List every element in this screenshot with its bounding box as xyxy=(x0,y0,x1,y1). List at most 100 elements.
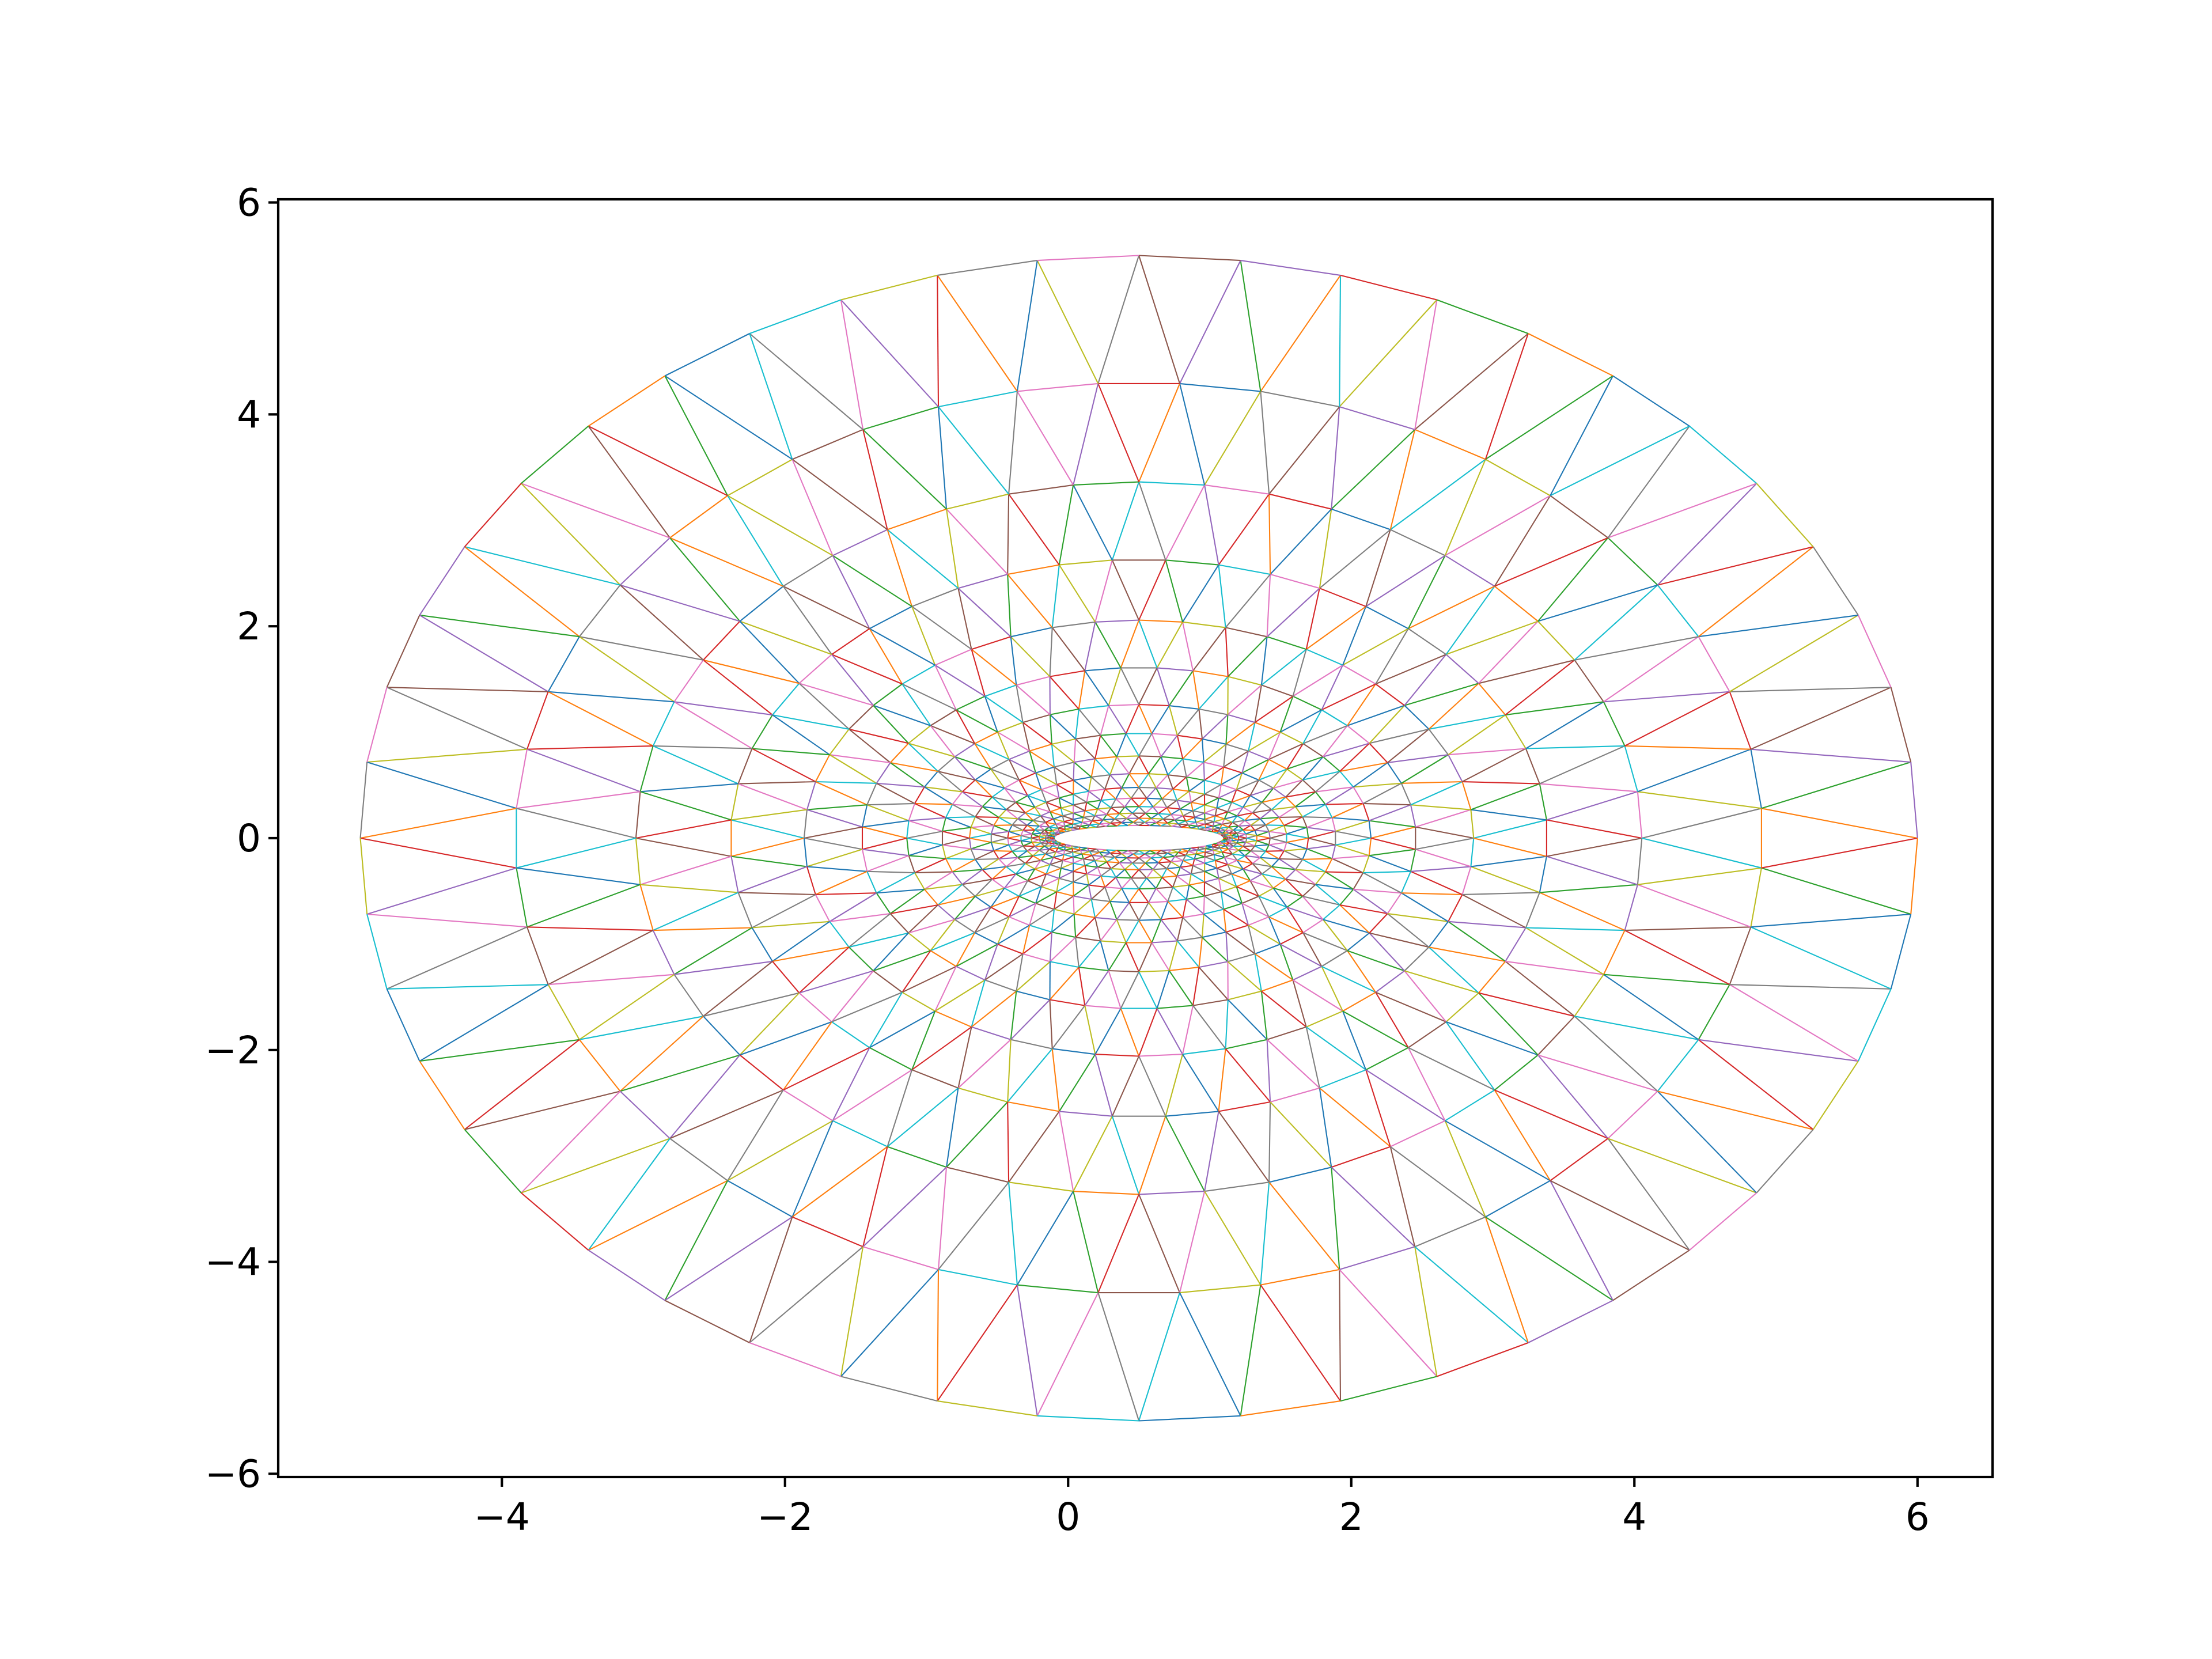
mesh-edge xyxy=(832,1120,888,1147)
mesh-edge xyxy=(1624,745,1638,792)
mesh-edge xyxy=(1054,762,1074,768)
mesh-edge xyxy=(1236,772,1243,790)
mesh-edge xyxy=(1414,300,1438,430)
mesh-edge xyxy=(876,888,925,894)
mesh-edge xyxy=(1265,817,1279,826)
mesh-edge xyxy=(832,1047,870,1122)
mesh-edge xyxy=(1138,877,1147,889)
mesh-edge xyxy=(1092,851,1100,856)
mesh-edge xyxy=(1199,961,1228,968)
mesh-edge xyxy=(1035,772,1057,785)
mesh-edge xyxy=(1339,1269,1342,1402)
mesh-edge xyxy=(1056,779,1074,785)
mesh-edge xyxy=(1410,849,1416,872)
mesh-edge xyxy=(749,299,842,334)
mesh-edge xyxy=(579,636,704,661)
mesh-edge xyxy=(1252,812,1261,820)
mesh-edge xyxy=(914,871,953,874)
mesh-edge xyxy=(1116,733,1127,757)
mesh-edge xyxy=(1254,953,1262,991)
mesh-edge xyxy=(1228,806,1244,813)
mesh-edge xyxy=(1104,789,1116,800)
mesh-edge xyxy=(1174,819,1179,824)
mesh-edge xyxy=(1205,849,1214,853)
mesh-edge xyxy=(1138,1116,1166,1195)
mesh-edge xyxy=(942,831,970,839)
mesh-edge xyxy=(1151,733,1162,757)
mesh-edge xyxy=(1150,853,1157,859)
mesh-edge xyxy=(1225,999,1229,1049)
mesh-edge xyxy=(1198,709,1203,739)
mesh-edge xyxy=(1121,773,1130,789)
mesh-edge xyxy=(1910,762,1918,839)
mesh-edge xyxy=(1096,849,1107,851)
mesh-edge xyxy=(1111,1116,1140,1195)
mesh-edge xyxy=(1022,830,1032,835)
mesh-edge xyxy=(1243,869,1251,881)
mesh-edge xyxy=(1224,815,1237,820)
mesh-edge xyxy=(984,944,998,980)
mesh-edge xyxy=(1321,665,1343,710)
mesh-edge xyxy=(1306,827,1336,832)
mesh-edge xyxy=(1027,873,1047,881)
mesh-edge xyxy=(516,749,528,809)
mesh-edge xyxy=(1698,546,1814,638)
mesh-edge xyxy=(1007,1101,1059,1112)
mesh-edge xyxy=(1073,899,1092,915)
mesh-edge xyxy=(1485,459,1551,497)
mesh-edge xyxy=(1462,781,1540,785)
mesh-edge xyxy=(1078,967,1109,972)
x-axis: −4 −2 0 2 4 6 xyxy=(474,1477,1930,1539)
mesh-edge xyxy=(1195,821,1206,825)
y-tick-label: −4 xyxy=(205,1240,261,1285)
mesh-edge xyxy=(990,895,1020,908)
mesh-edge xyxy=(1156,1008,1183,1055)
mesh-edge xyxy=(1243,846,1251,852)
mesh-edge xyxy=(1008,1111,1060,1183)
mesh-edge xyxy=(799,683,874,706)
mesh-edge xyxy=(1179,1284,1261,1294)
mesh-edge xyxy=(1016,990,1050,1001)
mesh-edge xyxy=(1331,508,1391,531)
mesh-edge xyxy=(1213,849,1222,853)
mesh-edge xyxy=(1223,909,1227,933)
mesh-edge xyxy=(869,605,912,630)
mesh-edge xyxy=(1273,887,1303,897)
mesh-edge xyxy=(924,771,938,787)
mesh-edge xyxy=(1231,801,1244,808)
mesh-edge xyxy=(1249,873,1263,881)
mesh-edge xyxy=(1204,877,1219,883)
mesh-edge xyxy=(669,1054,741,1139)
mesh-edge xyxy=(669,495,728,539)
mesh-edge xyxy=(991,833,1008,839)
mesh-edge xyxy=(1204,807,1217,814)
mesh-edge xyxy=(521,1138,671,1194)
mesh-edge xyxy=(749,1217,793,1343)
mesh-edge xyxy=(1027,824,1040,827)
mesh-edge xyxy=(1285,878,1316,885)
mesh-edge xyxy=(1138,812,1146,819)
mesh-edge xyxy=(1115,869,1126,878)
mesh-edge xyxy=(1362,872,1402,894)
mesh-edge xyxy=(1302,858,1326,873)
mesh-edge xyxy=(876,782,915,804)
mesh-edge xyxy=(1039,821,1046,827)
mesh-edge xyxy=(890,904,938,915)
mesh-edge xyxy=(1213,854,1216,861)
mesh-edge xyxy=(1238,825,1244,831)
mesh-edge xyxy=(1153,806,1167,809)
mesh-edge xyxy=(1075,917,1096,938)
mesh-edge xyxy=(1227,859,1238,865)
mesh-edge xyxy=(1539,892,1626,931)
mesh-edge xyxy=(1689,1192,1758,1251)
mesh-edge xyxy=(1308,831,1336,839)
mesh-edge xyxy=(1056,891,1074,897)
mesh-edge xyxy=(1285,796,1296,808)
mesh-edge xyxy=(984,696,998,733)
mesh-edge xyxy=(1285,779,1304,798)
mesh-edge xyxy=(1114,818,1122,823)
mesh-edge xyxy=(1008,844,1013,852)
mesh-edge xyxy=(1121,877,1132,889)
mesh-edge xyxy=(1073,851,1082,855)
mesh-edge xyxy=(1408,1021,1446,1048)
